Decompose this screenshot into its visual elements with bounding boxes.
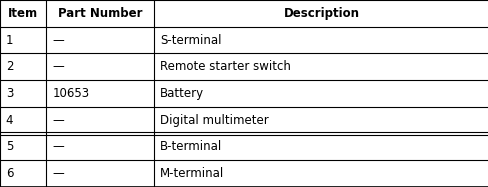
- Text: 6: 6: [6, 167, 13, 180]
- Text: Battery: Battery: [160, 87, 203, 100]
- Text: Part Number: Part Number: [58, 7, 142, 20]
- Text: 5: 5: [6, 140, 13, 153]
- Text: —: —: [52, 34, 64, 47]
- Text: S-terminal: S-terminal: [160, 34, 221, 47]
- Text: 2: 2: [6, 60, 13, 73]
- Text: 4: 4: [6, 114, 13, 127]
- Text: M-terminal: M-terminal: [160, 167, 224, 180]
- Text: —: —: [52, 167, 64, 180]
- Text: —: —: [52, 60, 64, 73]
- Text: —: —: [52, 114, 64, 127]
- Text: B-terminal: B-terminal: [160, 140, 222, 153]
- Text: Description: Description: [283, 7, 359, 20]
- Text: Item: Item: [8, 7, 38, 20]
- Text: Digital multimeter: Digital multimeter: [160, 114, 268, 127]
- Text: Remote starter switch: Remote starter switch: [160, 60, 290, 73]
- Text: 1: 1: [6, 34, 13, 47]
- Text: —: —: [52, 140, 64, 153]
- Text: 10653: 10653: [52, 87, 89, 100]
- Text: 3: 3: [6, 87, 13, 100]
